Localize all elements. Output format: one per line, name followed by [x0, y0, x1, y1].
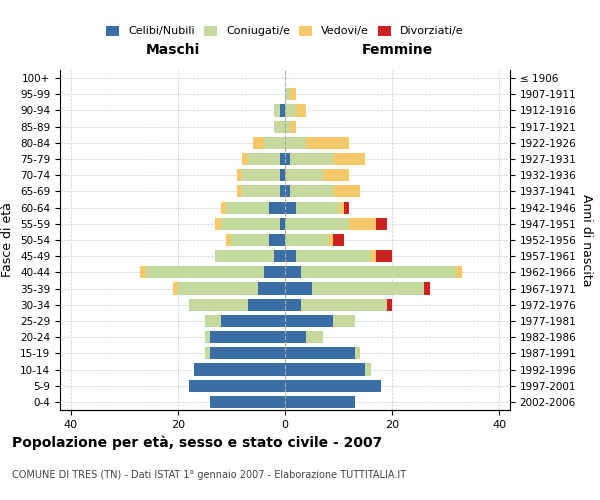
Y-axis label: Anni di nascita: Anni di nascita	[580, 194, 593, 286]
Bar	[285, 396, 355, 408]
Bar	[285, 120, 290, 132]
Bar	[344, 202, 349, 213]
Bar	[237, 169, 242, 181]
Text: Popolazione per età, sesso e stato civile - 2007: Popolazione per età, sesso e stato civil…	[12, 435, 382, 450]
Bar	[457, 266, 462, 278]
Bar	[376, 218, 387, 230]
Text: COMUNE DI TRES (TN) - Dati ISTAT 1° gennaio 2007 - Elaborazione TUTTITALIA.IT: COMUNE DI TRES (TN) - Dati ISTAT 1° genn…	[12, 470, 406, 480]
Bar	[285, 153, 290, 165]
Bar	[215, 218, 221, 230]
Bar	[285, 364, 365, 376]
Bar	[285, 331, 307, 343]
Bar	[312, 282, 424, 294]
Bar	[285, 298, 301, 311]
Bar	[274, 250, 285, 262]
Bar	[307, 137, 349, 149]
Bar	[333, 186, 360, 198]
Bar	[226, 202, 269, 213]
Bar	[355, 348, 360, 360]
Bar	[146, 266, 263, 278]
Bar	[285, 186, 290, 198]
Bar	[285, 202, 296, 213]
Bar	[280, 104, 285, 117]
Bar	[242, 169, 280, 181]
Bar	[205, 315, 221, 327]
Bar	[173, 282, 178, 294]
Bar	[328, 234, 333, 246]
Bar	[290, 88, 296, 101]
Bar	[205, 331, 210, 343]
Text: Maschi: Maschi	[145, 43, 200, 57]
Bar	[338, 202, 344, 213]
Bar	[221, 315, 285, 327]
Bar	[210, 396, 285, 408]
Bar	[274, 120, 285, 132]
Bar	[290, 153, 333, 165]
Bar	[285, 169, 323, 181]
Bar	[285, 104, 296, 117]
Bar	[333, 234, 344, 246]
Bar	[285, 234, 328, 246]
Bar	[285, 137, 307, 149]
Bar	[210, 348, 285, 360]
Bar	[248, 298, 285, 311]
Bar	[221, 202, 226, 213]
Bar	[210, 331, 285, 343]
Bar	[301, 298, 387, 311]
Bar	[274, 104, 280, 117]
Bar	[140, 266, 146, 278]
Bar	[301, 266, 457, 278]
Bar	[242, 186, 280, 198]
Bar	[371, 250, 376, 262]
Bar	[226, 234, 232, 246]
Bar	[376, 250, 392, 262]
Bar	[280, 186, 285, 198]
Bar	[280, 169, 285, 181]
Bar	[365, 364, 371, 376]
Bar	[237, 186, 242, 198]
Bar	[307, 331, 323, 343]
Bar	[285, 250, 296, 262]
Bar	[269, 234, 285, 246]
Bar	[387, 298, 392, 311]
Bar	[349, 218, 376, 230]
Bar	[269, 202, 285, 213]
Bar	[232, 234, 269, 246]
Bar	[296, 202, 338, 213]
Y-axis label: Fasce di età: Fasce di età	[1, 202, 14, 278]
Bar	[258, 282, 285, 294]
Bar	[290, 120, 296, 132]
Bar	[263, 137, 285, 149]
Bar	[285, 282, 312, 294]
Legend: Celibi/Nubili, Coniugati/e, Vedovi/e, Divorziati/e: Celibi/Nubili, Coniugati/e, Vedovi/e, Di…	[102, 21, 468, 41]
Bar	[285, 315, 333, 327]
Bar	[253, 137, 263, 149]
Bar	[296, 250, 371, 262]
Bar	[242, 153, 248, 165]
Bar	[248, 153, 280, 165]
Bar	[333, 153, 365, 165]
Bar	[285, 380, 382, 392]
Bar	[333, 315, 355, 327]
Bar	[263, 266, 285, 278]
Bar	[285, 218, 349, 230]
Bar	[296, 104, 307, 117]
Bar	[285, 88, 290, 101]
Bar	[285, 348, 355, 360]
Bar	[221, 218, 280, 230]
Bar	[290, 186, 333, 198]
Bar	[194, 364, 285, 376]
Bar	[280, 218, 285, 230]
Bar	[188, 380, 285, 392]
Bar	[188, 298, 248, 311]
Bar	[424, 282, 430, 294]
Bar	[178, 282, 258, 294]
Bar	[215, 250, 274, 262]
Bar	[205, 348, 210, 360]
Bar	[323, 169, 349, 181]
Bar	[285, 266, 301, 278]
Bar	[280, 153, 285, 165]
Text: Femmine: Femmine	[362, 43, 433, 57]
